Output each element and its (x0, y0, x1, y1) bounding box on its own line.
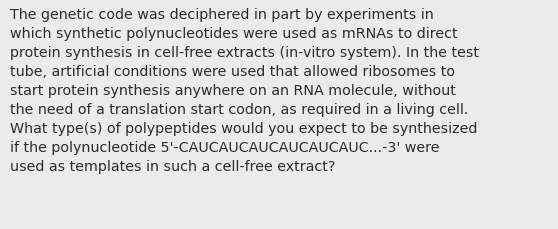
Text: The genetic code was deciphered in part by experiments in
which synthetic polynu: The genetic code was deciphered in part … (10, 8, 479, 173)
